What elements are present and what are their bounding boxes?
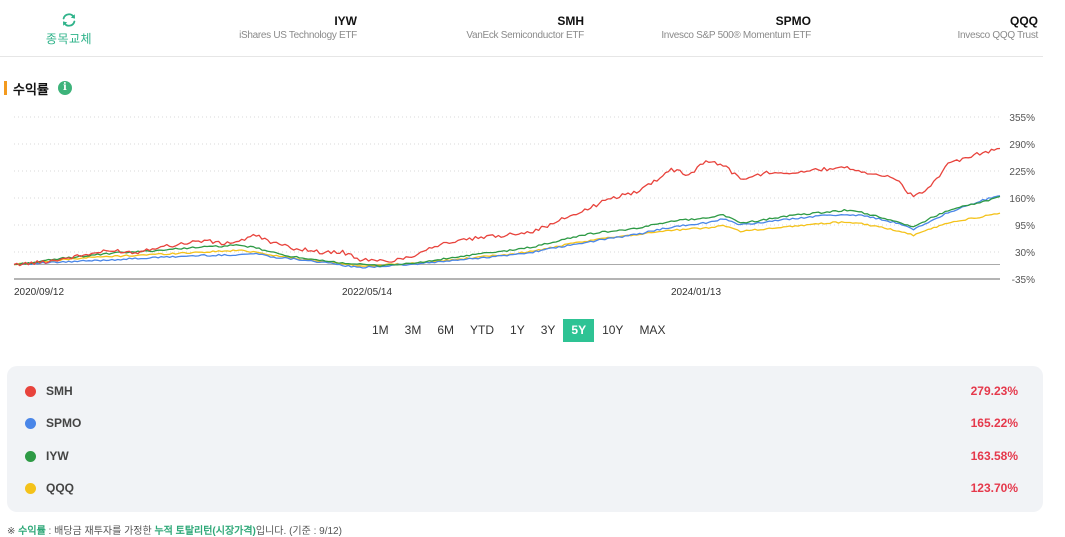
- footnote-suffix: 입니다. (기준 : 9/12): [255, 526, 342, 537]
- range-button-5y[interactable]: 5Y: [563, 319, 595, 342]
- etf-name: Invesco QQQ Trust: [957, 30, 1039, 41]
- legend-dot: [25, 483, 36, 494]
- legend-name: IYW: [46, 449, 69, 463]
- section-title: 수익률 i: [4, 80, 72, 97]
- series-line-smh: [13, 147, 1001, 267]
- refresh-icon: [62, 13, 76, 27]
- range-button-6m[interactable]: 6M: [437, 323, 455, 337]
- etf-column-smh[interactable]: SMH VanEck Semiconductor ETF: [466, 14, 584, 41]
- legend-value: 163.58%: [970, 449, 1018, 463]
- etf-column-qqq[interactable]: QQQ Invesco QQQ Trust: [957, 14, 1039, 41]
- legend-dot: [25, 418, 36, 429]
- legend-row-iyw: IYW 163.58%: [7, 447, 1043, 467]
- legend-value: 279.23%: [970, 384, 1018, 398]
- y-tick-label: 95%: [1015, 221, 1035, 232]
- y-tick-label: 355%: [1009, 113, 1035, 124]
- info-icon[interactable]: i: [57, 81, 72, 95]
- etf-column-spmo[interactable]: SPMO Invesco S&P 500® Momentum ETF: [661, 14, 811, 41]
- swap-label: 종목교체: [45, 32, 93, 46]
- legend-dot: [25, 451, 36, 462]
- series-line-iyw: [13, 195, 1001, 267]
- range-button-10y[interactable]: 10Y: [602, 323, 624, 337]
- section-title-text: 수익률: [13, 81, 49, 97]
- range-button-3y[interactable]: 3Y: [540, 323, 556, 337]
- x-tick-label: 2022/05/14: [342, 287, 392, 298]
- legend-value: 165.22%: [970, 416, 1018, 430]
- legend-name: QQQ: [46, 481, 75, 495]
- footnote: ※ 수익률 : 배당금 재투자를 가정한 누적 토탈리턴(시장가격)입니다. (…: [7, 522, 342, 537]
- legend-row-qqq: QQQ 123.70%: [7, 479, 1043, 499]
- range-button-1y[interactable]: 1Y: [510, 323, 525, 337]
- return-line-chart: 355% 290% 225% 160% 95% 30% -35% 2020/09/12 2022…: [13, 113, 1035, 298]
- legend-row-smh: SMH 279.23%: [7, 382, 1043, 402]
- range-selector: 1M 3M 6M YTD 1Y 3Y 5Y 10Y MAX: [364, 319, 673, 342]
- legend-row-spmo: SPMO 165.22%: [7, 414, 1043, 434]
- legend-dot: [25, 386, 36, 397]
- etf-ticker: IYW: [334, 14, 357, 28]
- etf-ticker: SPMO: [775, 14, 811, 28]
- etf-header: 종목교체 IYW iShares US Technology ETF SMH V…: [0, 0, 1043, 57]
- x-tick-label: 2024/01/13: [671, 287, 721, 298]
- y-tick-label: 30%: [1015, 248, 1035, 259]
- y-tick-label: 160%: [1009, 194, 1035, 205]
- range-button-max[interactable]: MAX: [639, 323, 666, 337]
- etf-name: VanEck Semiconductor ETF: [466, 30, 584, 41]
- footnote-term: 수익률: [18, 526, 46, 537]
- etf-column-iyw[interactable]: IYW iShares US Technology ETF: [239, 14, 357, 41]
- y-tick-label: 290%: [1009, 140, 1035, 151]
- swap-etf-button[interactable]: 종목교체: [36, 12, 102, 47]
- y-tick-label: 225%: [1009, 167, 1035, 178]
- range-button-1m[interactable]: 1M: [372, 323, 389, 337]
- etf-name: Invesco S&P 500® Momentum ETF: [661, 30, 811, 41]
- legend-name: SMH: [46, 384, 73, 398]
- legend-panel: SMH 279.23% SPMO 165.22% IYW 163.58% QQQ…: [7, 366, 1043, 512]
- series-line-spmo: [13, 195, 1001, 269]
- range-button-3m[interactable]: 3M: [404, 323, 422, 337]
- x-tick-label: 2020/09/12: [14, 287, 64, 298]
- y-tick-label: -35%: [1012, 275, 1035, 286]
- footnote-prefix: ※: [7, 526, 19, 537]
- footnote-highlight: 누적 토탈리턴(시장가격): [154, 526, 256, 537]
- series-line-qqq: [13, 212, 1001, 267]
- etf-ticker: QQQ: [1009, 14, 1038, 28]
- legend-name: SPMO: [46, 416, 82, 430]
- legend-value: 123.70%: [970, 481, 1018, 495]
- etf-name: iShares US Technology ETF: [239, 30, 357, 41]
- range-button-ytd[interactable]: YTD: [470, 323, 495, 337]
- footnote-middle: : 배당금 재투자를 가정한: [45, 526, 155, 537]
- title-accent-bar: [4, 81, 7, 95]
- etf-ticker: SMH: [557, 14, 584, 28]
